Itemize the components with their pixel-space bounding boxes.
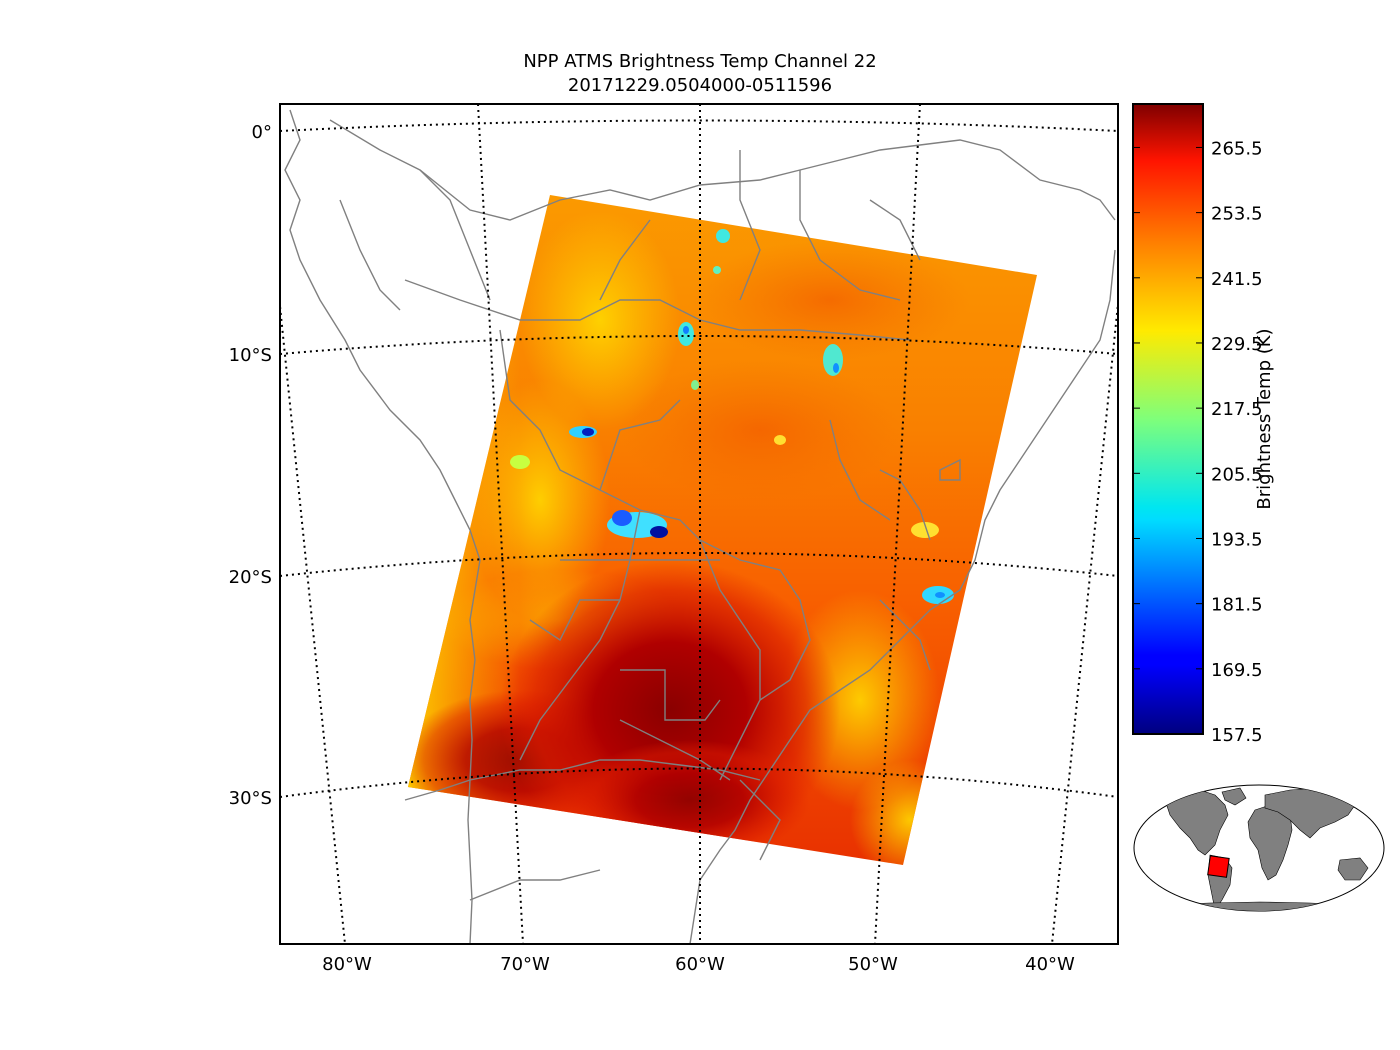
colorbar-tick-label: 181.5: [1211, 595, 1263, 616]
lon-label-40w: 40°W: [1025, 954, 1075, 975]
graticule: [280, 104, 1118, 944]
lat-label-20s: 20°S: [229, 567, 272, 588]
colorbar-tick-label: 241.5: [1211, 269, 1263, 290]
chart-title: NPP ATMS Brightness Temp Channel 22: [523, 51, 876, 72]
lon-label-70w: 70°W: [500, 954, 550, 975]
colorbar-tick-label: 217.5: [1211, 399, 1263, 420]
lat-label-30s: 30°S: [229, 788, 272, 809]
map-panel: [279, 103, 1119, 945]
lon-label-60w: 60°W: [675, 954, 725, 975]
lon-label-80w: 80°W: [322, 954, 372, 975]
locator-inset: [1133, 784, 1385, 912]
inset-continents: [1159, 787, 1369, 911]
meridian-70w: [477, 104, 524, 944]
meridian-50w: [874, 104, 921, 944]
lat-label-0: 0°: [252, 122, 272, 143]
lat-label-10s: 10°S: [229, 345, 272, 366]
colorbar-tick-label: 193.5: [1211, 529, 1263, 550]
colorbar-ticks: 157.5 169.5 181.5 193.5 205.5 217.5 229.5 241.5…: [1133, 138, 1263, 746]
coastlines-and-borders: [284, 109, 1116, 944]
colorbar-tick-label: 253.5: [1211, 204, 1263, 225]
inset-highlight-region: [1207, 855, 1230, 878]
colorbar-gradient: [1132, 103, 1204, 735]
parallel-0: [280, 119, 1118, 132]
lon-label-50w: 50°W: [848, 954, 898, 975]
longitude-labels: 80°W 70°W 60°W 50°W 40°W: [322, 954, 1075, 975]
chart-subtitle: 20171229.0504000-0511596: [568, 75, 832, 96]
colorbar: 157.5 169.5 181.5 193.5 205.5 217.5 229.5 241.5…: [1132, 103, 1275, 746]
colorbar-tick-label: 169.5: [1211, 660, 1263, 681]
brightness-swath: [408, 195, 1037, 865]
map-frame: [279, 103, 1119, 945]
colorbar-tick-label: 205.5: [1211, 464, 1263, 485]
parallel-10s: [280, 335, 1118, 355]
colorbar-tick-label: 229.5: [1211, 334, 1263, 355]
colorbar-tick-label: 265.5: [1211, 138, 1263, 159]
parallel-20s: [280, 552, 1118, 577]
colorbar-label: Brightness Temp (K): [1254, 328, 1275, 509]
colorbar-tick-label: 157.5: [1211, 725, 1263, 746]
latitude-labels: 0° 10°S 20°S 30°S: [229, 122, 272, 809]
parallel-30s: [280, 767, 1118, 798]
